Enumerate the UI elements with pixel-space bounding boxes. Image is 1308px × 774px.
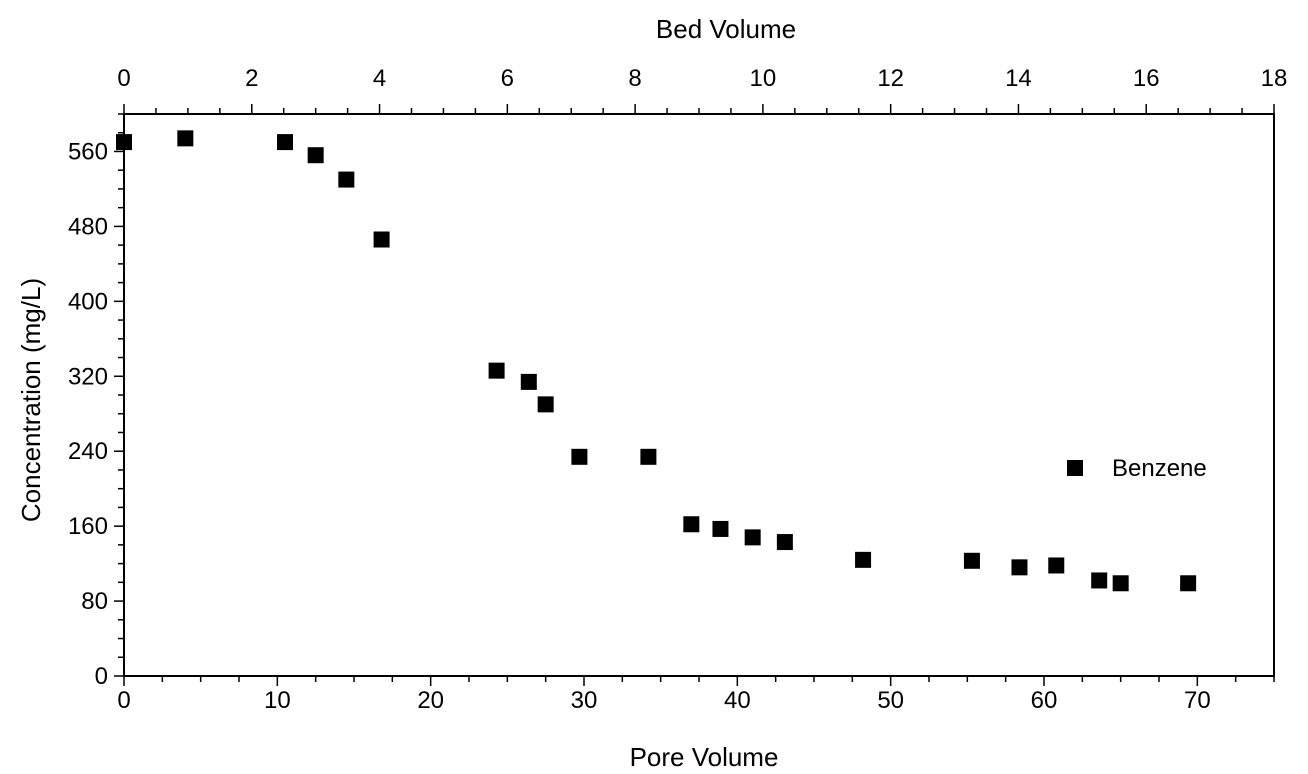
data-point — [571, 448, 588, 465]
x-tick-label: 30 — [571, 687, 598, 714]
x-tick-label: 60 — [1031, 687, 1058, 714]
data-point — [488, 362, 505, 379]
x2-tick-label: 18 — [1261, 65, 1288, 92]
data-point — [1048, 557, 1065, 574]
axis-ticks — [114, 104, 1275, 686]
x-tick-label: 70 — [1184, 687, 1211, 714]
x2-tick-label: 0 — [117, 65, 130, 92]
tick-labels: 0 10 20 30 40 50 60 70 0 2 4 6 8 10 12 14 16 18 0 80 160 240 3… — [68, 65, 1287, 714]
data-point — [520, 373, 537, 390]
plot-frame — [123, 113, 1275, 677]
x-axis-title: Pore Volume — [630, 742, 779, 772]
x-tick-label: 0 — [117, 687, 130, 714]
y-tick-label: 480 — [68, 213, 108, 240]
x2-tick-label: 4 — [373, 65, 386, 92]
data-point — [640, 448, 657, 465]
data-point — [307, 147, 324, 164]
y-tick-label: 240 — [68, 438, 108, 465]
y-tick-label: 400 — [68, 288, 108, 315]
x2-tick-label: 16 — [1133, 65, 1160, 92]
data-point — [963, 552, 980, 569]
data-point — [712, 520, 729, 537]
data-point — [177, 130, 194, 147]
y-tick-label: 320 — [68, 363, 108, 390]
data-point — [1112, 575, 1129, 592]
data-point — [537, 396, 554, 413]
y-axis-title: Concentration (mg/L) — [16, 278, 46, 522]
x2-tick-label: 14 — [1005, 65, 1032, 92]
legend-label-benzene: Benzene — [1112, 455, 1207, 482]
data-point — [373, 231, 390, 248]
x-tick-label: 10 — [264, 687, 291, 714]
legend: Benzene — [1067, 455, 1207, 482]
y-tick-label: 0 — [95, 663, 108, 690]
y-tick-label: 80 — [81, 588, 108, 615]
data-point — [116, 134, 132, 151]
x2-tick-label: 8 — [628, 65, 641, 92]
y-tick-label: 560 — [68, 138, 108, 165]
x2-tick-label: 6 — [501, 65, 514, 92]
data-point — [776, 534, 793, 551]
data-point — [855, 551, 872, 568]
data-points — [116, 130, 1197, 592]
data-point — [683, 516, 700, 533]
data-point — [1011, 559, 1028, 576]
y-tick-label: 160 — [68, 513, 108, 540]
x-tick-label: 40 — [724, 687, 751, 714]
x2-axis-title: Bed Volume — [656, 14, 796, 44]
legend-marker — [1067, 460, 1083, 476]
data-point — [1091, 572, 1108, 589]
x-tick-label: 20 — [417, 687, 444, 714]
data-point — [1180, 575, 1197, 592]
x2-tick-label: 12 — [877, 65, 904, 92]
x2-tick-label: 10 — [750, 65, 777, 92]
x2-tick-label: 2 — [245, 65, 258, 92]
data-point — [744, 529, 761, 546]
x-tick-label: 50 — [877, 687, 904, 714]
data-point — [338, 171, 355, 188]
data-point — [277, 134, 293, 151]
